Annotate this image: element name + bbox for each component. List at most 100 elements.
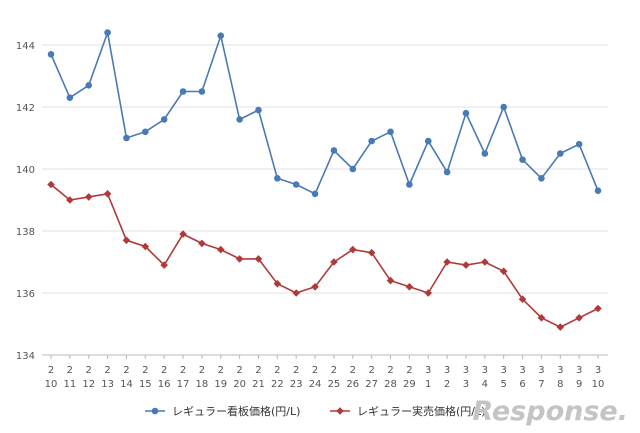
x-tick-month-1: 2 — [67, 365, 73, 376]
x-tick-day-24: 5 — [501, 379, 507, 390]
data-point-0-8 — [198, 88, 206, 95]
data-point-1-1 — [66, 196, 74, 204]
x-tick-day-21: 2 — [444, 379, 450, 390]
y-axis: 134 136 138 140 142 144 — [16, 41, 35, 362]
x-tick-month-11: 2 — [255, 365, 261, 376]
data-point-1-13 — [292, 289, 301, 297]
data-point-0-28 — [575, 140, 583, 148]
x-tick-day-0: 10 — [45, 379, 58, 390]
x-tick-day-9: 19 — [214, 379, 227, 390]
data-point-0-10 — [236, 116, 243, 123]
legend-label-0: レギュラー看板価格(円/L) — [172, 404, 300, 418]
data-point-1-0 — [47, 180, 55, 189]
data-point-1-9 — [216, 245, 225, 254]
data-point-0-23 — [481, 150, 489, 157]
data-point-1-27 — [556, 323, 565, 331]
data-point-0-6 — [160, 116, 168, 123]
data-point-0-19 — [406, 181, 413, 188]
x-tick-month-4: 2 — [123, 365, 129, 376]
data-point-0-13 — [292, 181, 300, 188]
x-tick-day-13: 23 — [290, 379, 303, 390]
data-point-1-2 — [84, 193, 93, 201]
grid-lines — [42, 44, 608, 356]
data-point-1-3 — [103, 190, 112, 198]
data-point-0-0 — [47, 51, 55, 58]
y-tick-label-140: 140 — [16, 165, 35, 176]
x-tick-month-8: 2 — [199, 365, 205, 376]
x-tick-day-12: 22 — [271, 379, 284, 390]
data-point-1-12 — [273, 279, 282, 288]
data-point-0-20 — [424, 137, 432, 145]
series-layer — [47, 29, 602, 331]
x-tick-day-27: 8 — [557, 379, 563, 390]
x-tick-month-17: 2 — [368, 365, 374, 376]
data-point-0-16 — [349, 165, 357, 173]
data-point-0-26 — [538, 175, 545, 182]
x-tick-day-10: 20 — [233, 379, 246, 390]
x-tick-month-28: 3 — [576, 365, 582, 376]
x-tick-day-15: 25 — [328, 379, 341, 390]
series-1 — [47, 180, 602, 331]
x-tick-day-14: 24 — [309, 379, 322, 390]
x-tick-month-0: 2 — [48, 365, 54, 376]
data-point-1-19 — [405, 283, 414, 291]
x-tick-month-26: 3 — [538, 365, 544, 376]
data-point-1-16 — [348, 245, 357, 254]
x-tick-month-12: 2 — [274, 365, 280, 376]
x-tick-day-18: 28 — [384, 379, 397, 390]
x-tick-day-5: 15 — [139, 379, 152, 390]
x-tick-day-19: 29 — [403, 379, 416, 390]
data-point-1-23 — [481, 258, 489, 266]
x-tick-day-22: 3 — [463, 379, 469, 390]
data-point-1-8 — [198, 239, 206, 248]
x-tick-day-17: 27 — [365, 379, 378, 390]
data-point-1-28 — [575, 314, 583, 322]
data-point-0-18 — [387, 128, 394, 136]
data-point-1-4 — [122, 236, 131, 245]
data-point-0-14 — [311, 190, 319, 198]
data-point-1-25 — [518, 295, 527, 303]
data-point-0-9 — [217, 32, 225, 39]
data-point-0-29 — [594, 187, 602, 194]
x-tick-day-1: 11 — [63, 379, 76, 390]
x-tick-month-9: 2 — [218, 365, 224, 376]
data-point-0-17 — [368, 137, 375, 145]
x-tick-day-11: 21 — [252, 379, 265, 390]
x-tick-month-18: 2 — [387, 365, 393, 376]
x-tick-month-3: 2 — [104, 365, 110, 376]
x-tick-day-16: 26 — [346, 379, 359, 390]
x-tick-day-26: 7 — [538, 379, 544, 390]
legend-marker-0 — [151, 407, 159, 415]
data-point-1-5 — [141, 242, 150, 251]
data-point-1-20 — [424, 289, 433, 297]
x-tick-month-21: 3 — [444, 365, 450, 376]
data-point-0-25 — [519, 156, 526, 163]
data-point-1-14 — [311, 283, 319, 291]
data-point-0-2 — [85, 82, 93, 89]
data-point-1-10 — [235, 255, 244, 263]
data-point-1-26 — [537, 314, 546, 322]
x-tick-month-10: 2 — [236, 365, 242, 376]
series-line-1 — [50, 183, 599, 328]
x-tick-month-19: 2 — [406, 365, 412, 376]
data-point-0-1 — [66, 94, 74, 101]
x-tick-month-15: 2 — [331, 365, 337, 376]
series-0 — [47, 29, 602, 198]
data-point-0-7 — [179, 88, 187, 95]
y-tick-label-136: 136 — [16, 289, 35, 300]
data-point-1-6 — [160, 261, 168, 269]
data-point-0-5 — [142, 128, 149, 136]
x-tick-month-27: 3 — [557, 365, 563, 376]
data-point-1-15 — [330, 258, 338, 266]
x-tick-day-4: 14 — [120, 379, 133, 390]
x-tick-day-7: 17 — [177, 379, 190, 390]
x-tick-month-14: 2 — [312, 365, 318, 376]
x-tick-month-24: 3 — [501, 365, 507, 376]
data-point-0-24 — [500, 103, 507, 111]
y-tick-label-142: 142 — [16, 103, 35, 114]
data-point-0-21 — [443, 168, 451, 176]
data-point-1-24 — [499, 267, 508, 276]
data-point-0-27 — [556, 150, 564, 157]
legend-marker-1 — [336, 407, 344, 415]
x-tick-month-13: 2 — [293, 365, 299, 376]
